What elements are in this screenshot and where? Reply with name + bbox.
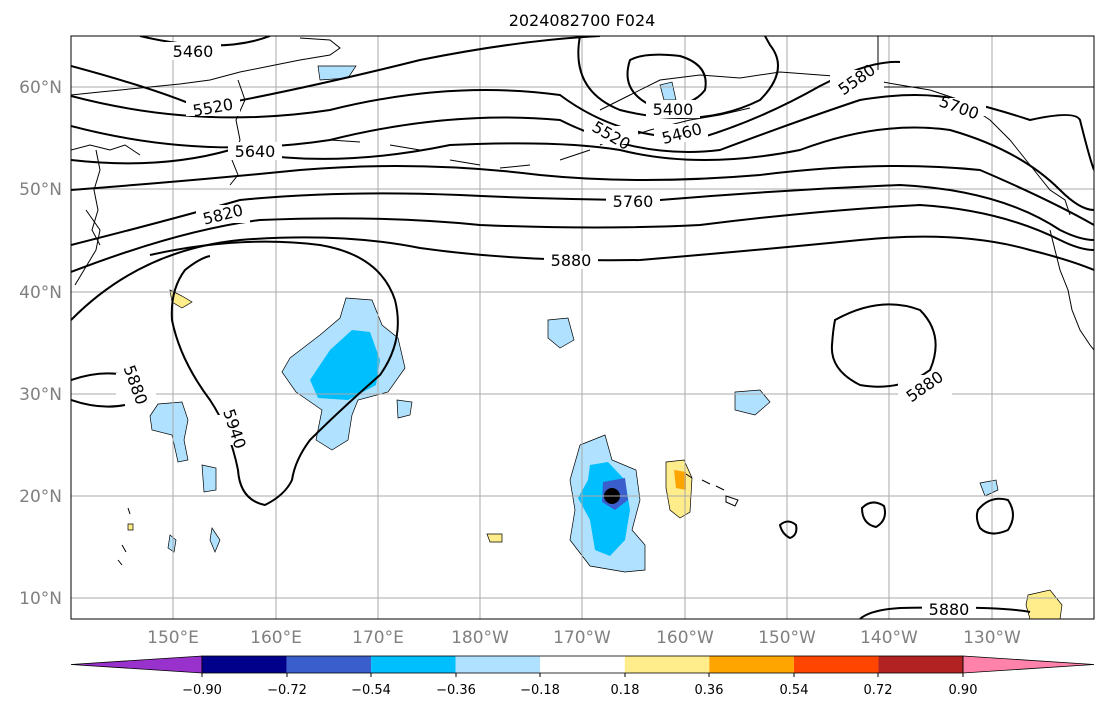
positive-anomaly-region: [486, 533, 503, 543]
contour-line: [149, 240, 399, 507]
lon-label: 150°W: [758, 628, 816, 648]
negative-anomaly-region: [310, 330, 380, 400]
lat-label: 10°N: [19, 589, 62, 609]
colorbar-cell: [709, 656, 794, 673]
positive-anomaly-region: [169, 289, 193, 309]
colorbar-cell: [371, 656, 456, 673]
contour-line: [71, 235, 1094, 321]
map-title: 2024082700 F024: [509, 11, 656, 30]
negative-anomaly-region: [547, 317, 575, 349]
colorbar: −0.90 −0.72 −0.54 −0.36 −0.18 0.18 0.36 …: [70, 655, 1095, 698]
colorbar-cell: [624, 656, 710, 673]
lat-label: 20°N: [19, 487, 62, 507]
lon-label: 160°W: [656, 628, 714, 648]
colorbar-tick-label: 0.18: [611, 683, 640, 698]
colorbar-tick-label: 0.36: [695, 683, 724, 698]
negative-anomaly-region: [201, 464, 217, 493]
colorbar-tick-label: −0.72: [267, 683, 307, 698]
positive-anomaly-region: [665, 459, 693, 519]
coastlines: [71, 36, 1094, 566]
colorbar-cell: [202, 656, 287, 673]
colorbar-frame: [201, 655, 964, 674]
colorbar-cell: [286, 656, 372, 673]
contour-label: 5760: [613, 192, 654, 211]
longitude-labels: 150°E 160°E 170°E 180°W 170°W 160°W 150°…: [147, 628, 1021, 648]
plot-frame: [70, 35, 1095, 620]
colorbar-tick-label: −0.54: [351, 683, 391, 698]
contour-line: [860, 501, 886, 529]
alaska-peninsula: [619, 107, 751, 141]
colorbar-cell: [793, 656, 879, 673]
alaska-coastline: [599, 71, 1071, 216]
colorbar-tick-label: −0.36: [436, 683, 476, 698]
colorbar-tick-label: 0.54: [780, 683, 809, 698]
contour-label: 5460: [173, 42, 214, 61]
contour-line: [71, 165, 1094, 226]
lat-label: 30°N: [19, 385, 62, 405]
colorbar-cells: [70, 655, 1095, 674]
contour-line: [71, 60, 901, 140]
latitude-labels: 60°N 50°N 40°N 30°N 20°N 10°N: [19, 78, 62, 609]
colorbar-extend-low: [70, 655, 203, 674]
lat-label: 60°N: [19, 78, 62, 98]
contour-label: 5640: [235, 142, 276, 161]
pacific-islets: [117, 507, 131, 566]
hawaii-islands: [685, 473, 739, 507]
lon-label: 160°E: [250, 628, 302, 648]
lon-label: 170°W: [553, 628, 611, 648]
lon-label: 170°E: [352, 628, 404, 648]
sakhalin-coastline: [91, 149, 101, 246]
okhotsk-coastline: [71, 144, 141, 156]
lon-label: 140°W: [860, 628, 918, 648]
negative-anomaly-region: [149, 401, 189, 463]
positive-anomaly-region: [127, 523, 134, 531]
colorbar-cell: [540, 656, 625, 673]
negative-anomaly-region: [734, 389, 771, 416]
lat-label: 50°N: [19, 180, 62, 200]
contour-line: [859, 606, 1031, 619]
japan-coastline: [74, 209, 101, 286]
lon-label: 150°E: [147, 628, 199, 648]
colorbar-extend-high: [962, 655, 1095, 674]
negative-anomaly-region: [979, 479, 999, 497]
contour-labels: 5460 5520 5640 5820 5400 5520 5460 5580 …: [116, 42, 986, 619]
aleutian-islands: [329, 129, 631, 169]
colorbar-tick-label: 0.72: [864, 683, 893, 698]
asia-coastline: [71, 37, 341, 96]
negative-anomaly-region: [167, 534, 177, 553]
contour-line: [71, 94, 1094, 171]
contour-line: [71, 36, 601, 110]
positive-anomaly-region: [674, 470, 686, 490]
colorbar-tick-label: −0.90: [182, 683, 222, 698]
negative-anomaly-region: [209, 527, 221, 553]
contour-line: [71, 203, 1094, 273]
negative-anomaly-region: [396, 399, 413, 419]
lon-label: 130°W: [963, 628, 1021, 648]
contour-line: [626, 53, 707, 107]
lon-label: 180°W: [451, 628, 509, 648]
colorbar-cell: [878, 656, 963, 673]
contour-label: 5880: [551, 251, 592, 270]
north-america-coastline: [1049, 229, 1094, 351]
positive-anomaly-region: [1025, 589, 1063, 619]
colorbar-cell: [455, 656, 541, 673]
contour-label: 5400: [653, 100, 694, 119]
lat-label: 40°N: [19, 283, 62, 303]
colorbar-tick-label: −0.18: [520, 683, 560, 698]
contour-label: 5880: [929, 600, 970, 619]
plot-area: 5460 5520 5640 5820 5400 5520 5460 5580 …: [71, 36, 1094, 619]
colorbar-tick-label: 0.90: [949, 683, 978, 698]
contour-line: [778, 520, 798, 540]
colorbar-ticks: [201, 673, 964, 677]
contour-line: [975, 497, 1014, 535]
